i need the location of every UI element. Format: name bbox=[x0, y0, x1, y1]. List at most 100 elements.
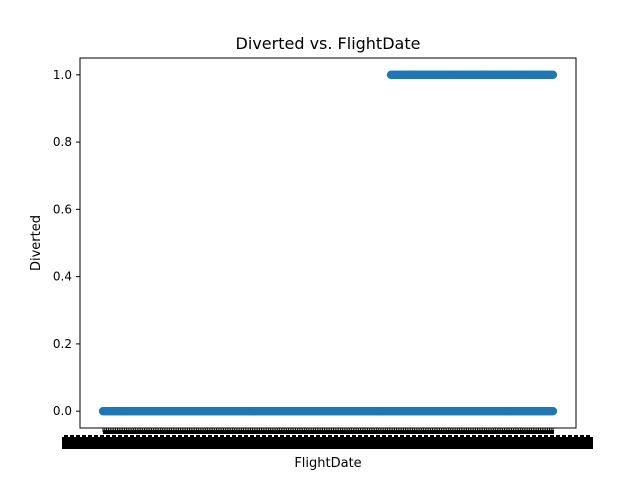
x-tick-label-fragment bbox=[514, 435, 518, 438]
y-tick-label: 0.8 bbox=[53, 135, 72, 149]
x-tick-label-fragment bbox=[520, 435, 524, 438]
x-tick-label-fragment bbox=[526, 435, 530, 438]
y-tick-label: 0.6 bbox=[53, 202, 72, 216]
x-tick-label-fragment bbox=[334, 435, 338, 438]
x-tick-label-fragment bbox=[412, 435, 416, 438]
x-tick-label-fragment bbox=[394, 435, 398, 438]
chart-title: Diverted vs. FlightDate bbox=[236, 34, 421, 53]
x-tick-label-fragment bbox=[262, 435, 266, 438]
x-tick-label-fragment bbox=[220, 435, 224, 438]
x-tick-label-fragment bbox=[538, 435, 542, 438]
x-tick-label-fragment bbox=[166, 435, 170, 438]
x-tick-label-fragment bbox=[376, 435, 380, 438]
y-tick-label: 0.2 bbox=[53, 337, 72, 351]
x-tick-label-fragment bbox=[148, 435, 152, 438]
x-axis-label: FlightDate bbox=[294, 456, 361, 471]
x-tick-label-fragment bbox=[574, 435, 578, 438]
x-tick-label-fragment bbox=[484, 435, 488, 438]
x-tick-label-fragment bbox=[460, 435, 464, 438]
x-tick-label-fragment bbox=[244, 435, 248, 438]
x-tick-label-fragment bbox=[478, 435, 482, 438]
x-tick-label-fragment bbox=[472, 435, 476, 438]
x-tick-label-fragment bbox=[172, 435, 176, 438]
x-axis-ticks bbox=[62, 428, 593, 449]
x-tick-label-fragment bbox=[340, 435, 344, 438]
x-tick-label-fragment bbox=[160, 435, 164, 438]
x-tick-label-fragment bbox=[490, 435, 494, 438]
x-tick-label-fragment bbox=[382, 435, 386, 438]
x-tick-label-fragment bbox=[352, 435, 356, 438]
x-tick-label-fragment bbox=[106, 435, 110, 438]
x-tick-label-fragment bbox=[64, 435, 68, 438]
x-tick-label-fragment bbox=[436, 435, 440, 438]
x-tick-label-fragment bbox=[322, 435, 326, 438]
x-tick-label-fragment bbox=[118, 435, 122, 438]
x-tick-label-fragment bbox=[424, 435, 428, 438]
x-tick-label-fragment bbox=[130, 435, 134, 438]
x-tick-label-fragment bbox=[214, 435, 218, 438]
x-tick-label-fragment bbox=[544, 435, 548, 438]
x-tick-label-fragment bbox=[442, 435, 446, 438]
x-tick-label-fragment bbox=[316, 435, 320, 438]
x-tick-label-fragment bbox=[364, 435, 368, 438]
x-tick-label-fragment bbox=[448, 435, 452, 438]
x-tick-label-fragment bbox=[208, 435, 212, 438]
x-tick-label-fragment bbox=[328, 435, 332, 438]
x-tick-label-fragment bbox=[256, 435, 260, 438]
x-tick-label-fragment bbox=[250, 435, 254, 438]
x-tick-label-fragment bbox=[292, 435, 296, 438]
scatter-point bbox=[548, 70, 558, 80]
x-tick-label-fragment bbox=[496, 435, 500, 438]
x-tick-label-fragment bbox=[178, 435, 182, 438]
x-tick-label-fragment bbox=[418, 435, 422, 438]
x-tick-label-fragment bbox=[406, 435, 410, 438]
x-tick-label-fragment bbox=[268, 435, 272, 438]
x-tick-label-fragment bbox=[454, 435, 458, 438]
x-tick-label-overlap bbox=[103, 430, 554, 434]
scatter-point bbox=[548, 406, 558, 416]
x-tick-label-fragment bbox=[580, 435, 584, 438]
y-axis-label: Diverted bbox=[29, 215, 44, 271]
y-tick-label: 0.0 bbox=[53, 404, 72, 418]
plot-area bbox=[79, 57, 577, 429]
y-axis-ticks: 0.0 0.2 0.4 0.6 0.8 1.0 bbox=[53, 68, 80, 418]
x-tick-label-fragment bbox=[568, 435, 572, 438]
x-tick-label-fragment bbox=[232, 435, 236, 438]
x-tick-label-fragment bbox=[94, 435, 98, 438]
x-tick-label-fragment bbox=[358, 435, 362, 438]
x-tick-label-fragment bbox=[370, 435, 374, 438]
x-tick-label-fragment bbox=[310, 435, 314, 438]
x-tick-label-fragment bbox=[142, 435, 146, 438]
x-tick-label-fragment bbox=[238, 435, 242, 438]
x-tick-label-fragment bbox=[226, 435, 230, 438]
x-tick-label-fragment bbox=[190, 435, 194, 438]
x-tick-label-fragment bbox=[388, 435, 392, 438]
x-tick-label-fragment bbox=[466, 435, 470, 438]
x-tick-label-fragment bbox=[82, 435, 86, 438]
data-points bbox=[98, 70, 558, 416]
x-tick-label-fragment bbox=[346, 435, 350, 438]
x-tick-label-fragment bbox=[70, 435, 74, 438]
x-tick-label-fragment bbox=[280, 435, 284, 438]
x-tick-label-fragment bbox=[400, 435, 404, 438]
x-tick-label-fragment bbox=[124, 435, 128, 438]
x-tick-label-fragment bbox=[184, 435, 188, 438]
x-tick-label-fragment bbox=[556, 435, 560, 438]
x-tick-label-fragment bbox=[112, 435, 116, 438]
x-tick-label-fragment bbox=[196, 435, 200, 438]
x-tick-label-fragment bbox=[286, 435, 290, 438]
x-tick-label-fragment bbox=[154, 435, 158, 438]
x-tick-label-fragment bbox=[100, 435, 104, 438]
x-tick-label-fragment bbox=[562, 435, 566, 438]
x-tick-label-fragment bbox=[532, 435, 536, 438]
y-tick-label: 0.4 bbox=[53, 270, 72, 284]
x-tick-label-fragment bbox=[274, 435, 278, 438]
x-tick-label-fragment bbox=[298, 435, 302, 438]
x-tick-label-fragment bbox=[550, 435, 554, 438]
x-tick-label-fragment bbox=[502, 435, 506, 438]
x-tick-label-overlap bbox=[62, 437, 593, 449]
y-tick-label: 1.0 bbox=[53, 68, 72, 82]
x-tick-label-fragment bbox=[76, 435, 80, 438]
x-tick-label-fragment bbox=[202, 435, 206, 438]
x-tick-label-fragment bbox=[136, 435, 140, 438]
